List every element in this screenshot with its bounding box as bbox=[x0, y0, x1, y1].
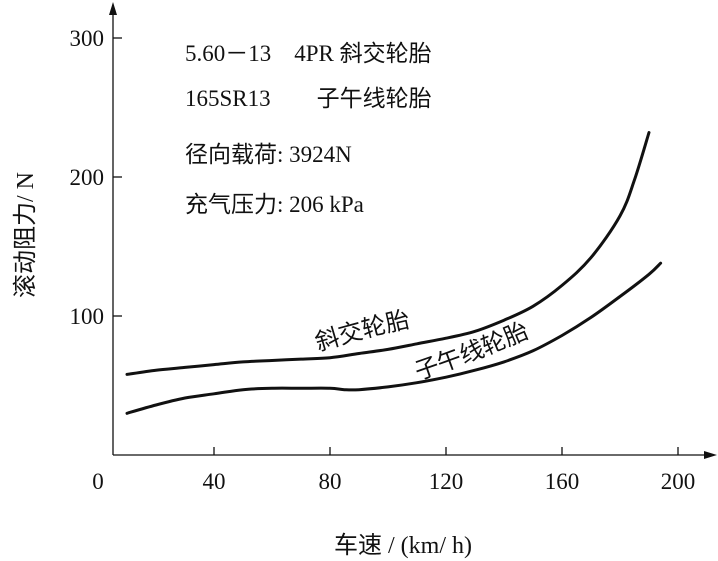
annotation-tire-models-radial: 165SR13 子午线轮胎 bbox=[185, 86, 432, 111]
series-line-bias bbox=[125, 131, 651, 376]
x-tick-label: 80 bbox=[319, 469, 342, 494]
y-tick-label: 300 bbox=[70, 26, 105, 51]
x-axis-title: 车速 / (km/ h) bbox=[334, 532, 472, 559]
annotation-tire-models-bias: 5.60－13 4PR 斜交轮胎 bbox=[185, 41, 432, 66]
x-tick-label: 0 bbox=[92, 469, 104, 494]
annotation-radial-load: 径向载荷: 3924N bbox=[185, 142, 352, 167]
annotation-inflation-pressure: 充气压力: 206 kPa bbox=[185, 192, 364, 217]
x-tick-label: 120 bbox=[429, 469, 464, 494]
series-line-radial bbox=[125, 261, 663, 415]
x-tick-label: 160 bbox=[545, 469, 580, 494]
y-axis-arrow-icon bbox=[109, 2, 117, 15]
x-tick-label: 200 bbox=[661, 469, 696, 494]
y-tick-label: 100 bbox=[70, 304, 105, 329]
x-axis-arrow-icon bbox=[704, 451, 717, 459]
x-tick-label: 40 bbox=[203, 469, 226, 494]
curve-label-radial: 子午线轮胎 bbox=[412, 317, 533, 385]
y-tick-label: 200 bbox=[70, 165, 105, 190]
y-axis-title: 滚动阻力/ N bbox=[12, 172, 39, 298]
